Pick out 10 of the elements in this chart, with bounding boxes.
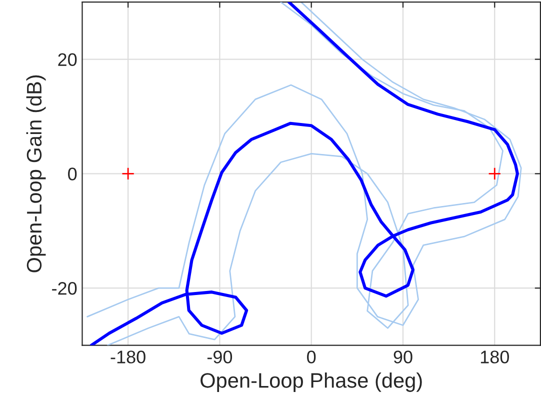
y-axis-title: Open-Loop Gain (dB) bbox=[26, 75, 46, 272]
x-tick-label: 180 bbox=[480, 350, 509, 364]
x-tick-label: -180 bbox=[110, 350, 146, 364]
y-tick-label: -20 bbox=[52, 282, 77, 295]
y-tick-label: 0 bbox=[68, 168, 77, 180]
y-tick-label: 20 bbox=[58, 53, 77, 66]
x-tick-label: 0 bbox=[307, 350, 316, 364]
x-axis-title: Open-Loop Phase (deg) bbox=[200, 372, 422, 392]
x-tick-label: -90 bbox=[207, 350, 232, 364]
x-tick-label: 90 bbox=[394, 350, 412, 364]
